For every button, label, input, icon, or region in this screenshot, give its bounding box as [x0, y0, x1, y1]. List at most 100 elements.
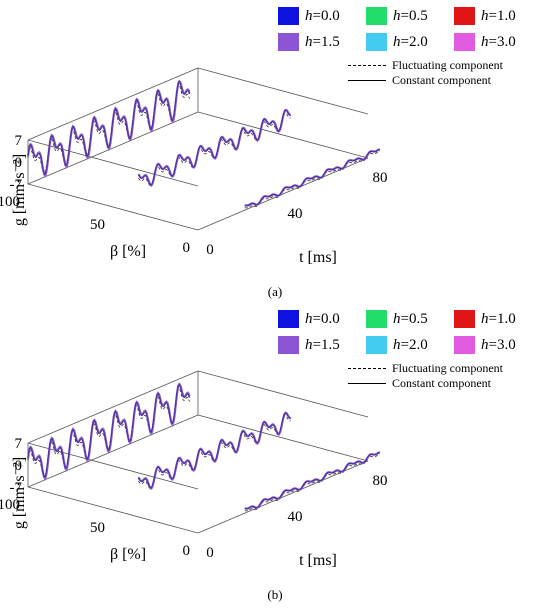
t-axis-label: t [ms]	[299, 552, 337, 569]
series-h-curve	[137, 412, 291, 490]
series-h-curve	[137, 109, 291, 186]
legend-item-h-2-0: h=2.0	[366, 335, 428, 355]
box-edge	[27, 414, 199, 488]
g-tick-label: 0	[15, 458, 23, 474]
constant-component-curve	[138, 412, 291, 490]
legend-fluctuating-component: Fluctuating component	[348, 361, 503, 376]
legend-swatch	[278, 336, 299, 354]
box-edge	[27, 183, 199, 231]
g-axis-label: g [mm·s⁻²]	[11, 457, 28, 529]
legend-item-h-0-5: h=0.5	[366, 6, 428, 26]
legend-label: h=1.5	[305, 33, 340, 50]
legend-a: h=0.0 h=0.5 h=1.0 h=1.5 h=2.0 h=3.0 Fluctuatin…	[278, 6, 550, 88]
series-h-curve	[137, 412, 291, 489]
t-tick-label: 40	[288, 509, 303, 525]
series-h-curve	[137, 412, 291, 489]
g-tick-label: 0	[15, 155, 23, 171]
fluctuating-component-curve	[27, 84, 190, 175]
panel-a: 7 0 -7 100 50 0 0 40 80 g [mm·s⁻²] β [%] t [ms] h=0…	[0, 0, 550, 302]
series-h-curve	[27, 383, 191, 480]
t-tick-label: 80	[373, 473, 388, 489]
legend-label: h=0.0	[305, 310, 340, 327]
beta-tick-label: 100	[0, 497, 20, 513]
legend-item-h-1-5: h=1.5	[278, 335, 340, 355]
legend-constant-component: Constant component	[348, 376, 491, 391]
legend-swatch	[454, 7, 475, 25]
series-h-curve	[137, 108, 291, 187]
series-h-curve	[137, 411, 291, 490]
series-h-curve	[27, 80, 191, 177]
legend-constant-component: Constant component	[348, 73, 491, 88]
legend-swatch	[454, 336, 475, 354]
legend-label: h=0.5	[393, 7, 428, 24]
legend-constant-label: Constant component	[392, 376, 491, 390]
legend-label: h=2.0	[393, 336, 428, 353]
legend-label: h=1.0	[481, 310, 516, 327]
fluctuating-component-curve	[244, 151, 380, 209]
box-edge	[197, 111, 369, 159]
g-tick-label: 7	[15, 436, 23, 452]
legend-fluctuating-label: Fluctuating component	[392, 58, 503, 72]
series-h-curve	[27, 383, 191, 479]
box-edge	[27, 111, 199, 185]
fluctuating-component-curve	[27, 387, 190, 478]
series-h-curve	[244, 451, 381, 510]
box-edge	[27, 67, 199, 141]
box-edge	[197, 370, 369, 418]
series-h-curve	[244, 148, 381, 207]
g-tick-label: -7	[10, 177, 23, 193]
legend-fluctuating-stroke	[348, 368, 386, 369]
fluctuating-component-curve	[244, 454, 380, 512]
box-edge	[27, 486, 199, 534]
legend-swatch	[278, 33, 299, 51]
series-h-curve	[27, 383, 191, 479]
legend-item-h-0-0: h=0.0	[278, 6, 340, 26]
legend-label: h=3.0	[481, 336, 516, 353]
legend-label: h=2.0	[393, 33, 428, 50]
legend-item-h-3-0: h=3.0	[454, 32, 516, 52]
legend-swatch	[454, 33, 475, 51]
beta-tick-label: 50	[90, 217, 105, 233]
legend-swatch	[366, 336, 387, 354]
legend-label: h=0.0	[305, 7, 340, 24]
legend-swatch	[278, 7, 299, 25]
series-h-curve	[137, 412, 291, 489]
legend-item-h-2-0: h=2.0	[366, 32, 428, 52]
panel-b: 7 0 -7 100 50 0 0 40 80 g [mm·s⁻²] β [%] t [ms] h=0…	[0, 303, 550, 605]
t-tick-label: 80	[373, 170, 388, 186]
legend-fluctuating-stroke	[348, 65, 386, 66]
legend-label: h=1.0	[481, 7, 516, 24]
box-edge	[197, 67, 369, 115]
series-h-curve	[27, 80, 191, 176]
legend-swatch	[366, 7, 387, 25]
legend-constant-label: Constant component	[392, 73, 491, 87]
legend-label: h=1.5	[305, 336, 340, 353]
t-axis-label: t [ms]	[299, 249, 337, 266]
series-h-curve	[137, 412, 291, 489]
legend-swatch	[366, 33, 387, 51]
series-h-curve	[27, 80, 191, 177]
legend-item-h-1-0: h=1.0	[454, 6, 516, 26]
series-h-curve	[244, 148, 380, 207]
g-axis-label: g [mm·s⁻²]	[11, 154, 28, 226]
legend-swatch	[366, 310, 387, 328]
legend-fluctuating-component: Fluctuating component	[348, 58, 503, 73]
caption-a: (a)	[267, 284, 283, 299]
g-tick-label: 7	[15, 133, 23, 149]
t-tick-label: 0	[206, 242, 214, 258]
g-tick-label: -7	[10, 480, 23, 496]
legend-fluctuating-label: Fluctuating component	[392, 361, 503, 375]
series-h-curve	[244, 451, 381, 510]
beta-tick-label: 50	[90, 520, 105, 536]
legend-item-h-3-0: h=3.0	[454, 335, 516, 355]
series-h-curve	[27, 383, 191, 479]
legend-b: h=0.0 h=0.5 h=1.0 h=1.5 h=2.0 h=3.0 Fluctuatin…	[278, 309, 550, 391]
legend-swatch	[278, 310, 299, 328]
series-h-curve	[27, 80, 191, 176]
legend-label: h=0.5	[393, 310, 428, 327]
legend-swatch	[454, 310, 475, 328]
legend-item-h-0-5: h=0.5	[366, 309, 428, 329]
t-tick-label: 0	[206, 545, 214, 561]
